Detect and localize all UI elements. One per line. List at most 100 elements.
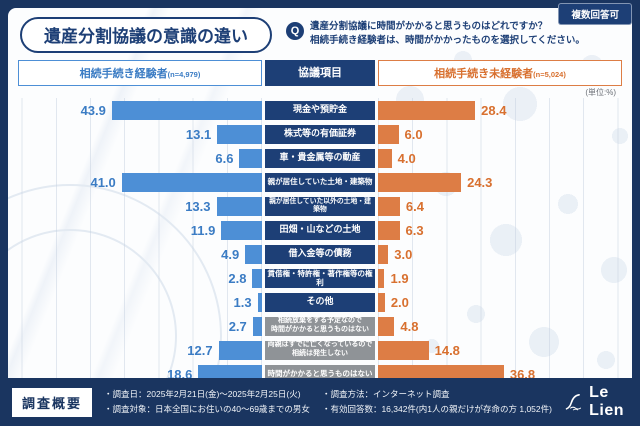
- question-block: Q 遺産分割協議に時間がかかると思うものはどれですか？ 相続手続き経験者は、時間…: [286, 20, 585, 49]
- chart-row: 12.7 両親はすでに亡くなっているので 相続は発生しない 14.8: [18, 338, 622, 362]
- chart-row: 1.3 その他 2.0: [18, 290, 622, 314]
- chart-row: 2.8 賃借権・特許権・著作権等の権利 1.9: [18, 266, 622, 290]
- experienced-bar-cell: 2.7: [18, 314, 262, 338]
- chart-row: 4.9 借入金等の債務 3.0: [18, 242, 622, 266]
- inexperienced-value: 1.9: [390, 270, 409, 286]
- experienced-bar-cell: 1.3: [18, 290, 262, 314]
- experienced-bar: [252, 316, 262, 336]
- experienced-bar-cell: 13.3: [18, 194, 262, 218]
- header-inexperienced: 相続手続き未経験者(n=5,024): [378, 60, 622, 86]
- chart-card: 遺産分割協議の意識の違い Q 遺産分割協議に時間がかかると思うものはどれですか？…: [8, 8, 632, 378]
- chart-row: 13.3 親が居住していた以外の土地・建築物 6.4: [18, 194, 622, 218]
- chart-row: 18.6 時間がかかると思うものはない 36.8: [18, 362, 622, 378]
- experienced-value: 4.9: [221, 246, 240, 262]
- survey-overview-label: 調査概要: [12, 387, 93, 417]
- category-label: 相続放棄をする予定なので 時間がかかると思うものはない: [265, 316, 375, 336]
- experienced-bar: [221, 220, 262, 240]
- inexperienced-bar-cell: 14.8: [378, 338, 622, 362]
- inexperienced-value: 24.3: [467, 174, 493, 190]
- category-label: 車・貴金属等の動産: [265, 148, 375, 168]
- inexperienced-bar: [378, 292, 385, 312]
- header-inexperienced-n: (n=5,024): [533, 70, 566, 79]
- category-label: 賃借権・特許権・著作権等の権利: [265, 268, 375, 288]
- lelien-logo-icon: [565, 394, 582, 411]
- experienced-bar-cell: 18.6: [18, 362, 262, 378]
- experienced-bar-cell: 6.6: [18, 146, 262, 170]
- unit-label: (単位:%): [585, 88, 616, 97]
- header-experienced: 相続手続き経験者(n=4,979): [18, 60, 262, 86]
- inexperienced-bar-cell: 24.3: [378, 170, 622, 194]
- experienced-bar-cell: 12.7: [18, 338, 262, 362]
- inexperienced-bar-cell: 2.0: [378, 290, 622, 314]
- experienced-value: 13.3: [185, 198, 211, 214]
- experienced-value: 18.6: [167, 366, 193, 379]
- inexperienced-value: 6.3: [405, 222, 424, 238]
- inexperienced-bar: [378, 220, 400, 240]
- inexperienced-bar: [378, 244, 389, 264]
- inexperienced-value: 4.0: [397, 150, 416, 166]
- inexperienced-bar: [378, 316, 395, 336]
- question-line-1: 遺産分割協議に時間がかかると思うものはどれですか？: [310, 21, 548, 32]
- inexperienced-bar-cell: 4.0: [378, 146, 622, 170]
- chart-row: 11.9 田畑・山などの土地 6.3: [18, 218, 622, 242]
- inexperienced-bar: [378, 196, 400, 216]
- inexperienced-value: 3.0: [394, 246, 413, 262]
- inexperienced-bar-cell: 36.8: [378, 362, 622, 378]
- inexperienced-bar: [378, 268, 385, 288]
- logo-text: Le Lien: [589, 384, 624, 419]
- inexperienced-bar-cell: 28.4: [378, 98, 622, 122]
- inexperienced-bar-cell: 1.9: [378, 266, 622, 290]
- experienced-bar: [111, 100, 262, 120]
- experienced-bar: [121, 172, 262, 192]
- experienced-value: 11.9: [190, 222, 216, 238]
- chart-rows: 43.9 現金や預貯金 28.4 13.1 株式等の有価証券 6.0 6.6 車・貴金属等の動…: [18, 98, 622, 378]
- chart-row: 2.7 相続放棄をする予定なので 時間がかかると思うものはない 4.8: [18, 314, 622, 338]
- survey-details-col-1: ・調査日：2025年2月21日(金)～2025年2月25日(火) ・調査対象：日…: [104, 387, 310, 418]
- column-headers: 相続手続き経験者(n=4,979) 協議項目 相続手続き未経験者(n=5,024…: [18, 60, 622, 86]
- chart-row: 41.0 親が居住していた土地・建築物 24.3: [18, 170, 622, 194]
- experienced-value: 6.6: [215, 150, 234, 166]
- experienced-value: 2.8: [228, 270, 247, 286]
- experienced-value: 1.3: [233, 294, 252, 310]
- multiple-answers-badge: 複数回答可: [558, 3, 632, 25]
- survey-details-col-2: ・調査方法：インターネット調査 ・有効回答数：16,342件(内1人の親だけが存…: [322, 387, 552, 418]
- inexperienced-value: 36.8: [509, 366, 536, 379]
- survey-target: ・調査対象：日本全国にお住いの40～69歳までの男女: [104, 404, 310, 414]
- experienced-bar-cell: 43.9: [18, 98, 262, 122]
- inexperienced-bar: [378, 340, 429, 360]
- category-label: 親が居住していた以外の土地・建築物: [265, 196, 375, 216]
- inexperienced-bar: [378, 124, 399, 144]
- page-title: 遺産分割協議の意識の違い: [20, 17, 272, 53]
- chart-row: 13.1 株式等の有価証券 6.0: [18, 122, 622, 146]
- category-label: 株式等の有価証券: [265, 124, 375, 144]
- experienced-bar: [198, 364, 262, 378]
- survey-footer: 調査概要 ・調査日：2025年2月21日(金)～2025年2月25日(火) ・調…: [0, 378, 640, 426]
- inexperienced-bar-cell: 4.8: [378, 314, 622, 338]
- inexperienced-bar: [378, 172, 462, 192]
- inexperienced-bar-cell: 3.0: [378, 242, 622, 266]
- survey-responses: ・有効回答数：16,342件(内1人の親だけが存命の方 1,052件): [321, 404, 552, 414]
- header-area: 遺産分割協議の意識の違い Q 遺産分割協議に時間がかかると思うものはどれですか？…: [8, 8, 632, 53]
- header-inexperienced-label: 相続手続き未経験者: [434, 68, 534, 80]
- experienced-bar-cell: 13.1: [18, 122, 262, 146]
- experienced-bar: [239, 148, 262, 168]
- experienced-bar: [216, 196, 262, 216]
- experienced-bar-cell: 4.9: [18, 242, 262, 266]
- inexperienced-value: 14.8: [434, 342, 460, 358]
- question-line-2: 相続手続き経験者は、時間がかかったものを選択してください。: [310, 35, 585, 47]
- inexperienced-bar-cell: 6.4: [378, 194, 622, 218]
- category-label: 時間がかかると思うものはない: [265, 364, 375, 378]
- question-text: 遺産分割協議に時間がかかると思うものはどれですか？ 相続手続き経験者は、時間がか…: [310, 20, 585, 49]
- experienced-bar: [218, 340, 262, 360]
- inexperienced-value: 6.4: [405, 198, 424, 214]
- survey-method: ・調査方法：インターネット調査: [321, 388, 450, 399]
- chart-row: 6.6 車・貴金属等の動産 4.0: [18, 146, 622, 170]
- category-label: 親が居住していた土地・建築物: [265, 172, 375, 192]
- experienced-bar: [252, 268, 262, 288]
- experienced-value: 13.1: [185, 126, 212, 142]
- header-experienced-label: 相続手続き経験者: [79, 68, 168, 80]
- experienced-value: 41.0: [90, 174, 116, 190]
- inexperienced-bar-cell: 6.0: [378, 122, 622, 146]
- inexperienced-bar-cell: 6.3: [378, 218, 622, 242]
- header-experienced-n: (n=4,979): [167, 70, 201, 79]
